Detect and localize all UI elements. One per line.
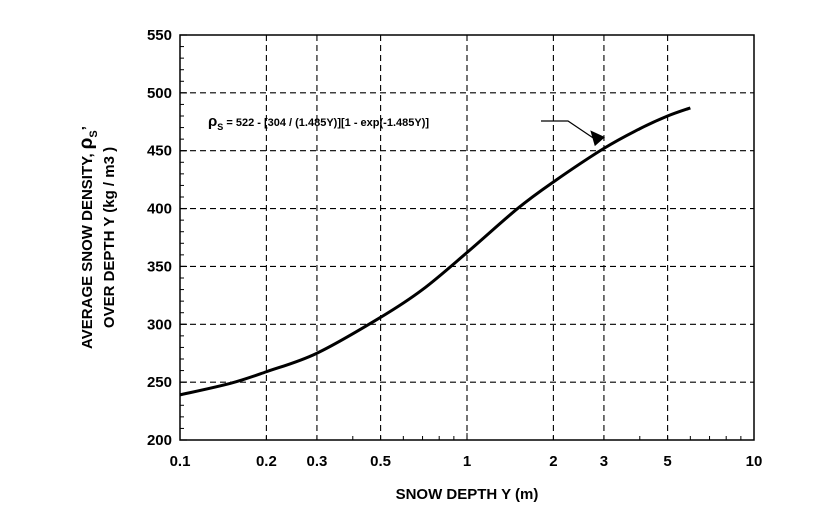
x-tick-label: 3 bbox=[600, 453, 608, 470]
y-axis-label-text: AVERAGE SNOW DENSITY, bbox=[79, 153, 96, 349]
x-tick-label: 0.5 bbox=[370, 453, 391, 470]
x-axis-label: SNOW DEPTH Y (m) bbox=[396, 486, 539, 503]
tick-labels: 0.1 0.2 0.3 0.5 1 2 3 5 10 200 250 300 350 400 450 500 5… bbox=[147, 27, 762, 470]
y-axis-label: AVERAGE SNOW DENSITY, ρS’ OVER DEPTH Y (k… bbox=[76, 126, 118, 349]
annotation-arrowhead bbox=[590, 130, 605, 147]
y-tick-label: 450 bbox=[147, 143, 172, 160]
formula-rho-sub: S bbox=[217, 122, 223, 132]
formula-label: ρS = 522 - [304 / (1.485Y)][1 - exp(-1.4… bbox=[208, 113, 429, 132]
plot-frame bbox=[179, 34, 755, 441]
formula-body: = 522 - [304 / (1.485Y)][1 - exp(-1.485Y… bbox=[223, 117, 429, 129]
formula-annotation: ρS = 522 - [304 / (1.485Y)][1 - exp(-1.4… bbox=[208, 113, 605, 147]
x-tick-label: 0.2 bbox=[256, 453, 277, 470]
y-tick-label: 250 bbox=[147, 374, 172, 391]
axis-ticks bbox=[179, 34, 742, 441]
x-tick-label: 0.1 bbox=[170, 453, 191, 470]
x-tick-label: 10 bbox=[746, 453, 763, 470]
y-tick-label: 550 bbox=[147, 27, 172, 44]
y-axis-label-rho-sub: S bbox=[88, 130, 100, 137]
y-tick-label: 500 bbox=[147, 85, 172, 102]
x-tick-label: 5 bbox=[663, 453, 671, 470]
y-tick-label: 400 bbox=[147, 201, 172, 218]
y-tick-label: 200 bbox=[147, 432, 172, 449]
y-axis-label-comma: ’ bbox=[79, 126, 96, 130]
x-tick-label: 1 bbox=[463, 453, 471, 470]
density-curve bbox=[179, 106, 691, 397]
y-tick-label: 350 bbox=[147, 258, 172, 275]
y-axis-label-line1: AVERAGE SNOW DENSITY, ρS’ bbox=[76, 126, 100, 349]
y-axis-label-line2: OVER DEPTH Y (kg / m3 ) bbox=[101, 147, 118, 328]
formula-rho: ρ bbox=[208, 113, 217, 130]
grid-lines bbox=[180, 35, 754, 440]
x-tick-label: 2 bbox=[549, 453, 557, 470]
x-tick-label: 0.3 bbox=[307, 453, 328, 470]
annotation-leader-line bbox=[541, 120, 599, 142]
y-tick-label: 300 bbox=[147, 316, 172, 333]
y-axis-label-rho: ρ bbox=[76, 137, 97, 149]
